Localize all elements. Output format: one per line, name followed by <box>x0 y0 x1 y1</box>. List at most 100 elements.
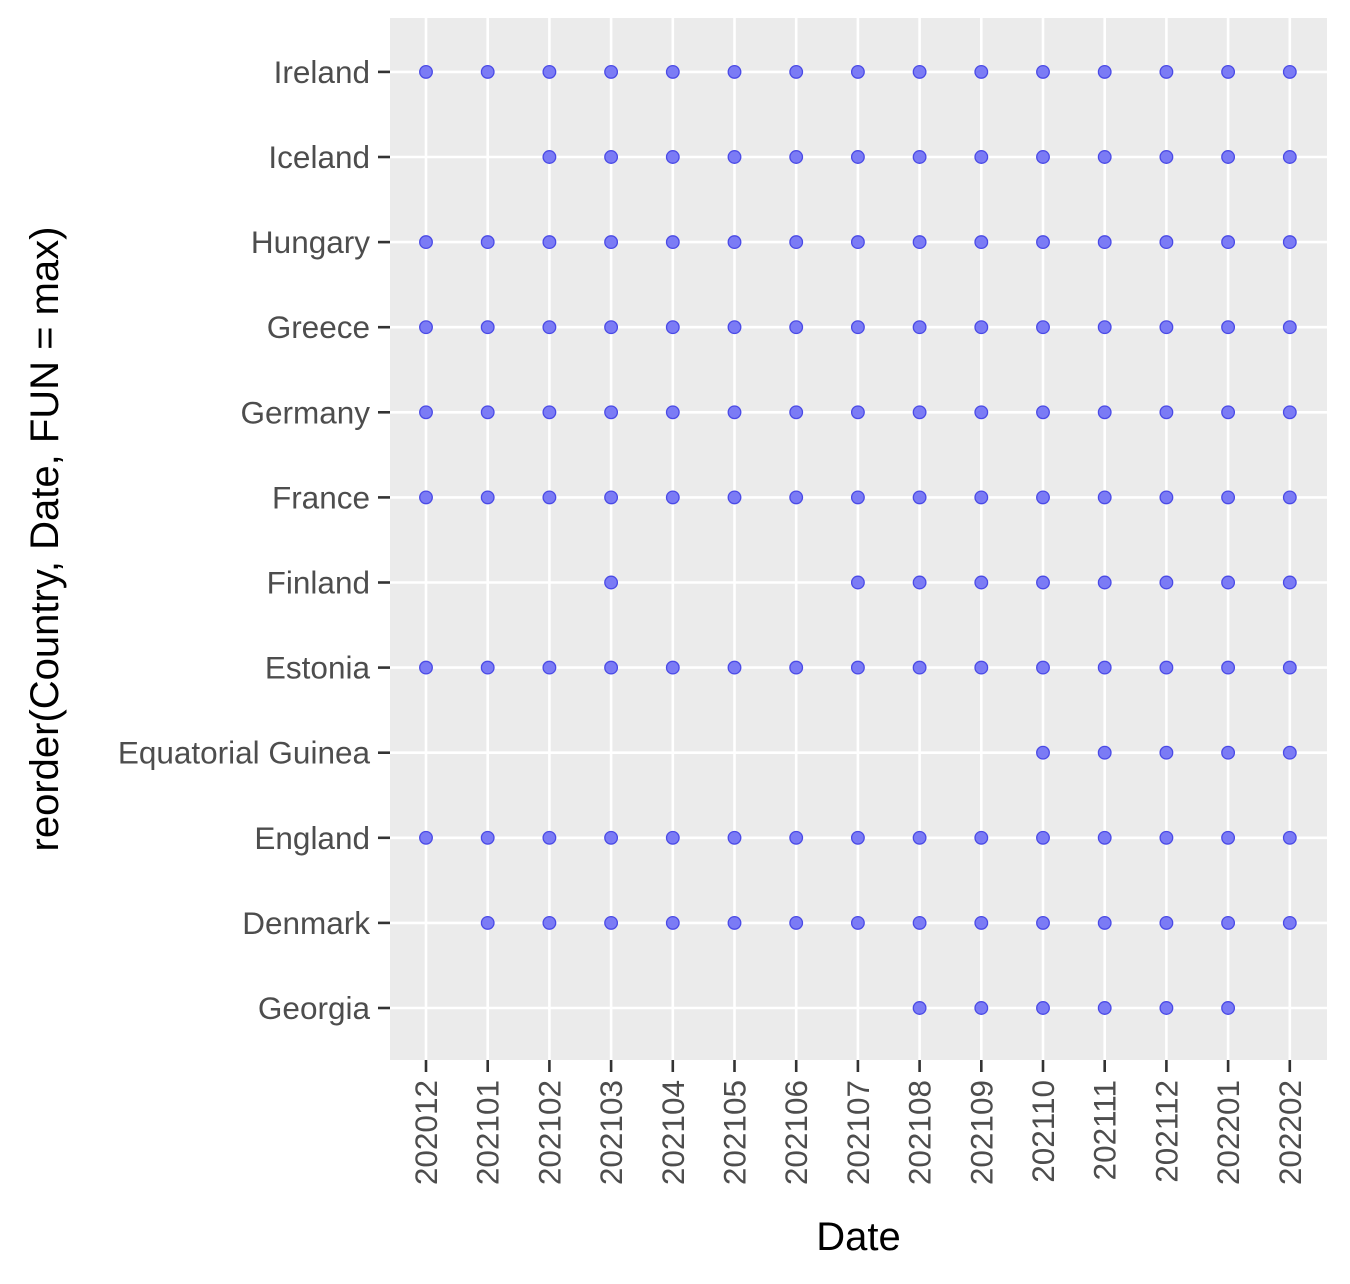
y-axis-title: reorder(Country, Date, FUN = max) <box>23 227 67 852</box>
point-greece-202112 <box>1159 320 1174 335</box>
point-georgia-202201 <box>1221 1001 1236 1015</box>
point-georgia-202110 <box>1036 1001 1050 1015</box>
point-estonia-202104 <box>665 660 680 675</box>
point-equatorial-guinea-202112 <box>1159 745 1174 760</box>
point-england-202112 <box>1159 830 1174 845</box>
point-france-202105 <box>727 490 742 505</box>
point-france-202111 <box>1097 490 1112 505</box>
x-tick-label-202101: 202101 <box>470 1080 506 1185</box>
point-ireland-202105 <box>727 64 742 79</box>
y-tick-label-ireland: Ireland <box>274 54 370 90</box>
point-iceland-202105 <box>727 150 742 164</box>
point-iceland-202202 <box>1282 150 1297 164</box>
point-hungary-202201 <box>1221 235 1236 250</box>
point-denmark-202105 <box>727 915 742 930</box>
point-ireland-202101 <box>480 64 495 79</box>
point-germany-202202 <box>1282 405 1297 420</box>
point-france-202108 <box>912 490 927 505</box>
point-denmark-202201 <box>1221 915 1236 930</box>
point-england-202108 <box>912 830 927 845</box>
point-ireland-202107 <box>850 64 865 79</box>
point-germany-202112 <box>1159 405 1174 420</box>
point-germany-202111 <box>1097 405 1112 420</box>
point-greece-202101 <box>480 320 495 335</box>
point-england-202105 <box>727 830 742 845</box>
point-iceland-202108 <box>912 150 927 164</box>
point-iceland-202107 <box>850 150 865 164</box>
point-finland-202103 <box>604 575 619 590</box>
point-ireland-202012 <box>419 64 433 79</box>
y-tick-label-estonia: Estonia <box>265 650 371 686</box>
point-ireland-202110 <box>1036 64 1050 79</box>
point-iceland-202112 <box>1159 150 1174 164</box>
point-france-202112 <box>1159 490 1174 505</box>
point-hungary-202101 <box>480 235 495 250</box>
point-greece-202104 <box>665 320 680 335</box>
point-greece-202201 <box>1221 320 1236 335</box>
point-hungary-202103 <box>604 235 619 250</box>
point-estonia-202012 <box>419 660 433 675</box>
y-tick-label-england: England <box>254 820 370 856</box>
point-england-202103 <box>604 830 619 845</box>
x-tick-label-202201: 202201 <box>1210 1080 1246 1185</box>
point-germany-202103 <box>604 405 619 420</box>
point-denmark-202110 <box>1036 915 1050 930</box>
x-tick-label-202104: 202104 <box>655 1080 691 1185</box>
point-england-202111 <box>1097 830 1112 845</box>
point-hungary-202102 <box>542 235 557 250</box>
point-hungary-202111 <box>1097 235 1112 250</box>
point-iceland-202104 <box>665 150 680 164</box>
point-iceland-202106 <box>789 150 804 164</box>
point-finland-202108 <box>912 575 927 590</box>
point-finland-202111 <box>1097 575 1112 590</box>
point-hungary-202202 <box>1282 235 1297 250</box>
point-hungary-202107 <box>850 235 865 250</box>
point-ireland-202108 <box>912 64 927 79</box>
point-england-202106 <box>789 830 804 845</box>
x-tick-label-202111: 202111 <box>1087 1080 1123 1180</box>
point-iceland-202109 <box>974 150 989 164</box>
point-france-202202 <box>1282 490 1297 505</box>
point-hungary-202105 <box>727 235 742 250</box>
point-greece-202102 <box>542 320 557 335</box>
point-estonia-202102 <box>542 660 557 675</box>
x-axis-title: Date <box>816 1215 901 1259</box>
point-georgia-202112 <box>1159 1001 1174 1015</box>
x-tick-label-202106: 202106 <box>778 1080 814 1185</box>
point-greece-202012 <box>419 320 433 335</box>
point-equatorial-guinea-202201 <box>1221 745 1236 760</box>
point-england-202101 <box>480 830 495 845</box>
point-ireland-202109 <box>974 64 989 79</box>
x-tick-label-202102: 202102 <box>531 1080 567 1185</box>
y-axis: Georgia Denmark England Equatorial Guinea Es… <box>118 54 390 1026</box>
point-england-202110 <box>1036 830 1050 845</box>
point-france-202104 <box>665 490 680 505</box>
point-greece-202107 <box>850 320 865 335</box>
x-gridlines <box>424 18 1292 1060</box>
point-germany-202106 <box>789 405 804 420</box>
point-iceland-202111 <box>1097 150 1112 164</box>
point-germany-202110 <box>1036 405 1050 420</box>
point-france-202201 <box>1221 490 1236 505</box>
point-estonia-202110 <box>1036 660 1050 675</box>
point-hungary-202012 <box>419 235 433 250</box>
point-germany-202109 <box>974 405 989 420</box>
point-ireland-202111 <box>1097 64 1112 79</box>
x-tick-label-202110: 202110 <box>1025 1080 1061 1183</box>
point-ireland-202201 <box>1221 64 1236 79</box>
point-greece-202108 <box>912 320 927 335</box>
point-iceland-202201 <box>1221 150 1236 164</box>
point-greece-202110 <box>1036 320 1050 335</box>
point-denmark-202107 <box>850 915 865 930</box>
point-hungary-202106 <box>789 235 804 250</box>
point-france-202101 <box>480 490 495 505</box>
point-denmark-202202 <box>1282 915 1297 930</box>
point-georgia-202108 <box>912 1001 927 1015</box>
point-denmark-202104 <box>665 915 680 930</box>
y-tick-label-georgia: Georgia <box>258 990 371 1026</box>
point-georgia-202111 <box>1097 1001 1112 1015</box>
point-france-202102 <box>542 490 557 505</box>
point-germany-202104 <box>665 405 680 420</box>
x-tick-label-202108: 202108 <box>902 1080 938 1185</box>
